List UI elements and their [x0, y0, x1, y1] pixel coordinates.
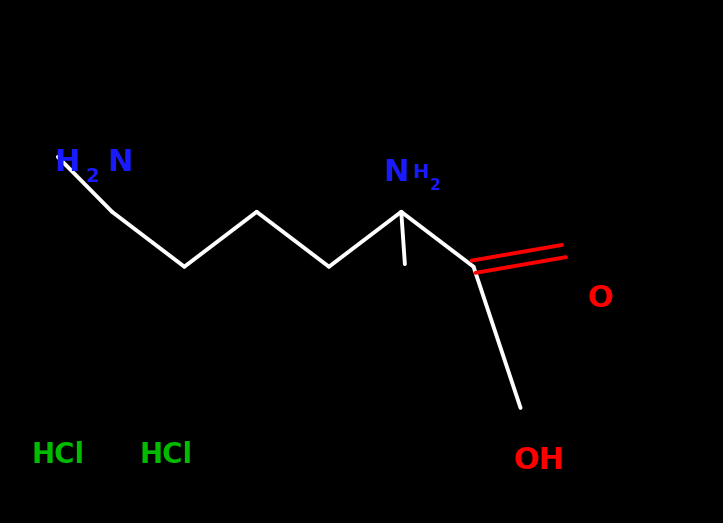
Text: 2: 2 — [430, 178, 441, 193]
Text: 2: 2 — [85, 167, 99, 186]
Text: N: N — [383, 158, 408, 187]
Text: H: H — [412, 163, 428, 182]
Text: N: N — [107, 147, 132, 177]
Text: H: H — [54, 147, 80, 177]
Text: HCl: HCl — [31, 441, 85, 469]
Text: O: O — [587, 283, 613, 313]
Text: OH: OH — [513, 446, 564, 475]
Text: HCl: HCl — [140, 441, 193, 469]
